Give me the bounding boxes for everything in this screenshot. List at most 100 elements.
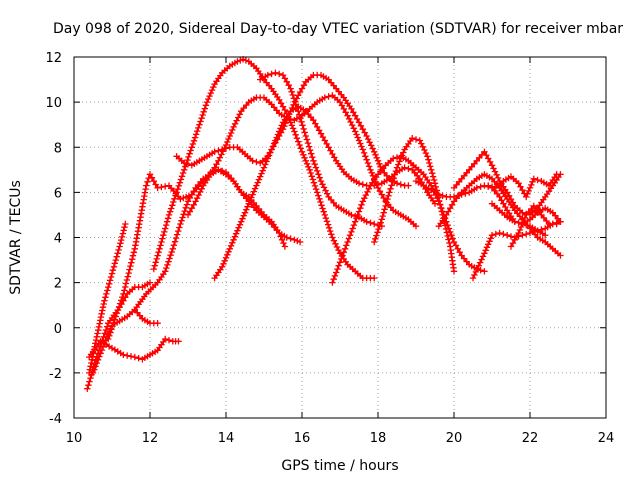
x-tick-label: 24 (598, 431, 615, 446)
data-point (152, 181, 159, 188)
data-point (360, 149, 368, 157)
data-point (110, 263, 118, 270)
data-point (436, 197, 443, 205)
data-point (276, 70, 283, 78)
data-point (529, 178, 536, 185)
data-point (507, 233, 515, 240)
data-series (84, 56, 564, 392)
data-point (85, 382, 92, 389)
data-point (387, 185, 394, 192)
data-point (206, 92, 213, 100)
data-point (158, 238, 165, 246)
data-point (168, 248, 175, 256)
data-point (354, 134, 361, 141)
data-point (277, 100, 285, 107)
data-point (96, 320, 103, 327)
data-point (291, 98, 299, 105)
data-point (183, 201, 191, 208)
data-point (106, 332, 113, 339)
series-s3 (89, 306, 161, 377)
data-point (445, 208, 452, 215)
data-point (490, 165, 497, 172)
data-point (542, 232, 549, 239)
data-point (174, 186, 181, 193)
data-point (114, 250, 121, 257)
data-point (336, 98, 344, 106)
data-point (188, 144, 195, 151)
data-point (507, 243, 515, 250)
data-point (285, 82, 292, 89)
data-point (292, 101, 300, 108)
data-point (278, 122, 285, 129)
data-point (177, 195, 184, 203)
data-point (86, 366, 94, 373)
data-point (186, 194, 194, 202)
data-point (246, 197, 254, 204)
data-point (422, 149, 430, 157)
data-point (241, 209, 249, 216)
data-point (355, 137, 363, 144)
data-point (190, 137, 198, 144)
chart-title: Day 098 of 2020, Sidereal Day-to-day VTE… (53, 21, 623, 37)
data-point (416, 175, 423, 182)
data-point (103, 323, 111, 330)
data-point (316, 195, 323, 202)
data-point (234, 58, 241, 65)
data-point (202, 102, 210, 109)
data-point (99, 307, 106, 314)
data-point (429, 173, 437, 180)
data-point (107, 329, 114, 336)
data-point (139, 200, 147, 207)
data-point (193, 195, 201, 202)
data-point (358, 201, 365, 208)
data-point (198, 115, 205, 122)
data-point (126, 266, 133, 273)
data-point (260, 164, 268, 171)
data-point (333, 269, 340, 276)
data-point (127, 353, 135, 360)
data-point (314, 189, 321, 196)
data-point (280, 239, 287, 247)
data-point (173, 231, 181, 238)
data-point (369, 172, 377, 179)
data-point (397, 155, 404, 162)
series-s20 (488, 200, 549, 239)
data-point (323, 218, 331, 225)
data-point (101, 297, 108, 304)
data-point (230, 236, 237, 243)
data-point (109, 267, 117, 274)
data-point (310, 179, 318, 186)
data-point (158, 183, 165, 191)
data-point (427, 163, 434, 170)
data-point (367, 166, 374, 173)
data-point (288, 122, 296, 129)
data-point (295, 108, 302, 115)
data-point (302, 157, 309, 164)
data-point (371, 220, 378, 228)
data-point (498, 197, 505, 204)
data-point (295, 92, 302, 99)
data-point (222, 141, 230, 149)
data-point (340, 105, 347, 113)
data-point (237, 57, 244, 64)
data-point (91, 343, 98, 350)
data-point (447, 205, 454, 212)
data-point (296, 141, 303, 149)
series-s4 (86, 220, 129, 377)
y-tick-label: 10 (45, 96, 62, 111)
data-point (361, 195, 368, 202)
data-point (314, 123, 321, 131)
data-point (259, 167, 266, 174)
data-point (519, 186, 526, 194)
data-point (144, 178, 151, 185)
y-tick-label: 2 (54, 277, 62, 292)
data-point (170, 198, 177, 206)
data-point (101, 330, 108, 337)
data-point (118, 297, 125, 304)
data-point (425, 156, 432, 163)
data-point (192, 131, 200, 138)
data-point (331, 272, 339, 280)
data-point (295, 138, 302, 145)
data-point (136, 221, 143, 228)
